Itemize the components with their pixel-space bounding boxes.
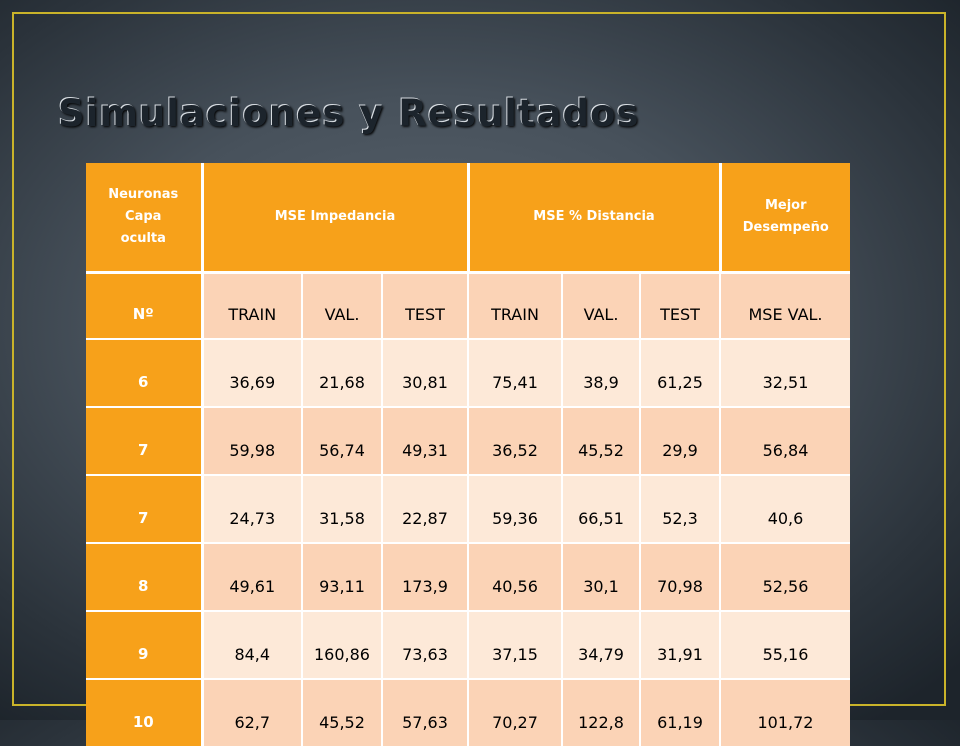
subheader-cell: TEST	[640, 272, 721, 340]
table-cell: 36,69	[202, 339, 303, 408]
subheader-cell: TRAIN	[468, 272, 563, 340]
header-neuronas: Neuronas Capa oculta	[86, 163, 204, 274]
table-cell: 70,27	[468, 679, 563, 746]
table-cell: 84,4	[202, 611, 303, 680]
header-mse-distancia: MSE % Distancia	[468, 163, 722, 274]
slide-title: Simulaciones y Resultados	[58, 92, 640, 135]
table-cell: 34,79	[562, 611, 641, 680]
table-cell: 73,63	[382, 611, 469, 680]
subheader-cell: VAL.	[562, 272, 641, 340]
table-cell: 31,91	[640, 611, 721, 680]
table-cell: 122,8	[562, 679, 641, 746]
table-cell: 30,1	[562, 543, 641, 612]
header-mejor-desempeno: Mejor Desempeño	[720, 163, 850, 274]
table-cell: 62,7	[202, 679, 303, 746]
table-cell: 75,41	[468, 339, 563, 408]
table-cell: 40,6	[720, 475, 850, 544]
table-cell: 9	[86, 611, 204, 680]
table-cell: 66,51	[562, 475, 641, 544]
subheader-cell: TRAIN	[202, 272, 303, 340]
table-cell: 38,9	[562, 339, 641, 408]
table-cell: 55,16	[720, 611, 850, 680]
subheader-row: Nº TRAIN VAL. TEST TRAIN VAL. TEST MSE V…	[86, 272, 850, 340]
table-cell: 24,73	[202, 475, 303, 544]
table-cell: 70,98	[640, 543, 721, 612]
table-cell: 30,81	[382, 339, 469, 408]
table-cell: 10	[86, 679, 204, 746]
table-cell: 32,51	[720, 339, 850, 408]
table-cell: 7	[86, 407, 204, 476]
table-cell: 37,15	[468, 611, 563, 680]
table-cell: 173,9	[382, 543, 469, 612]
table-cell: 93,11	[302, 543, 383, 612]
results-table: Neuronas Capa oculta MSE Impedancia MSE …	[86, 163, 850, 746]
table-cell: 6	[86, 339, 204, 408]
table-cell: 45,52	[302, 679, 383, 746]
table-row: 6 36,69 21,68 30,81 75,41 38,9 61,25 32,…	[86, 339, 850, 408]
table-cell: 29,9	[640, 407, 721, 476]
table-cell: 59,98	[202, 407, 303, 476]
table-cell: 56,84	[720, 407, 850, 476]
table-cell: 49,61	[202, 543, 303, 612]
table-cell: 31,58	[302, 475, 383, 544]
table-cell: 160,86	[302, 611, 383, 680]
table-cell: 22,87	[382, 475, 469, 544]
header-row: Neuronas Capa oculta MSE Impedancia MSE …	[86, 163, 850, 274]
table-cell: 61,19	[640, 679, 721, 746]
table-cell: 59,36	[468, 475, 563, 544]
table-cell: 7	[86, 475, 204, 544]
table-cell: 52,3	[640, 475, 721, 544]
table-row: 10 62,7 45,52 57,63 70,27 122,8 61,19 10…	[86, 679, 850, 746]
subheader-cell: TEST	[382, 272, 469, 340]
table-cell: 61,25	[640, 339, 721, 408]
subheader-cell: VAL.	[302, 272, 383, 340]
subheader-cell: MSE VAL.	[720, 272, 850, 340]
table-cell: 40,56	[468, 543, 563, 612]
table-cell: 21,68	[302, 339, 383, 408]
table-cell: 36,52	[468, 407, 563, 476]
table-cell: 101,72	[720, 679, 850, 746]
table-cell: 45,52	[562, 407, 641, 476]
table-cell: 49,31	[382, 407, 469, 476]
table-row: 7 24,73 31,58 22,87 59,36 66,51 52,3 40,…	[86, 475, 850, 544]
subheader-cell: Nº	[86, 272, 204, 340]
table-row: 9 84,4 160,86 73,63 37,15 34,79 31,91 55…	[86, 611, 850, 680]
table-row: 7 59,98 56,74 49,31 36,52 45,52 29,9 56,…	[86, 407, 850, 476]
header-mse-impedancia: MSE Impedancia	[202, 163, 470, 274]
table-cell: 56,74	[302, 407, 383, 476]
table-cell: 8	[86, 543, 204, 612]
table-cell: 57,63	[382, 679, 469, 746]
table-cell: 52,56	[720, 543, 850, 612]
table-row: 8 49,61 93,11 173,9 40,56 30,1 70,98 52,…	[86, 543, 850, 612]
